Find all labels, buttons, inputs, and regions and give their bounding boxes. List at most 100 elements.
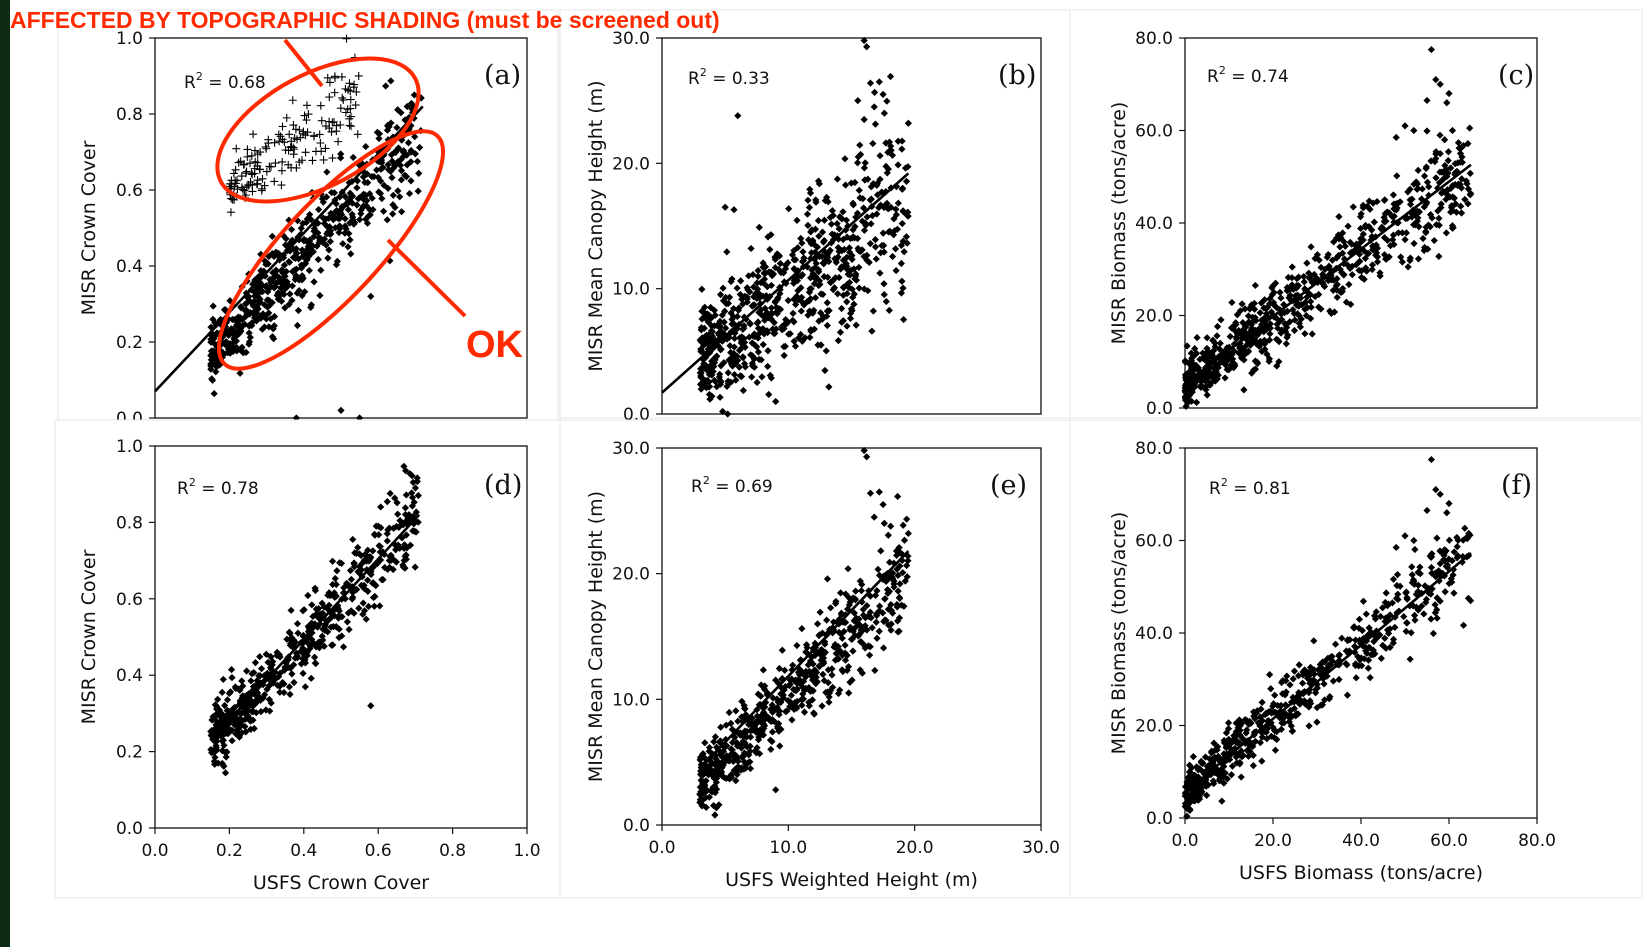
data-point [894,137,902,145]
data-point [257,665,266,673]
data-point [335,228,343,237]
data-point [260,323,269,331]
data-point [339,643,348,651]
data-point [863,256,871,264]
data-point [772,786,780,794]
data-point [1318,278,1327,287]
data-point [400,544,408,553]
data-point [799,683,807,691]
data-point [294,629,302,637]
data-point [279,269,287,277]
data-point [1277,725,1285,733]
data-point [254,274,262,282]
data-point [407,158,415,166]
data-point [1216,345,1224,353]
data-point-plus [284,146,293,155]
data-point [258,325,266,333]
data-point-plus [346,95,355,104]
data-point [812,680,820,688]
data-point [760,685,768,693]
x-axis-title: USFS Weighted Height (m) [725,869,978,891]
data-point [721,203,729,211]
data-point [1276,317,1284,325]
data-point [1348,271,1356,279]
data-point [1409,602,1417,610]
data-point [828,207,837,215]
data-point [746,288,754,296]
data-point-plus [264,135,273,144]
data-point [1204,358,1212,366]
data-point [1389,575,1398,583]
data-point [785,205,793,213]
data-point [903,573,911,581]
data-point [710,801,718,810]
data-point [1187,397,1196,405]
data-point [1207,749,1216,757]
data-point-plus [341,108,350,117]
data-point [341,589,349,597]
data-point [260,301,269,309]
data-point [758,311,766,319]
data-point [311,620,319,628]
data-point [398,136,406,144]
data-point [752,728,760,736]
data-point [841,649,849,657]
data-point [1266,670,1274,679]
data-point [1307,243,1315,251]
panel-letter: (a) [484,60,521,91]
data-point [759,340,767,349]
data-point [870,513,878,521]
data-point [755,223,763,231]
data-point [826,604,835,612]
data-point [289,253,298,262]
data-point [249,280,257,288]
data-point [409,512,417,521]
data-point [401,504,410,512]
y-tick-label: 0.0 [1146,809,1173,829]
data-point [241,307,250,315]
data-point [1244,347,1253,355]
data-point [880,519,888,527]
data-point [849,647,857,655]
data-point [1429,629,1437,638]
data-point [848,255,856,264]
data-point [879,644,888,652]
data-point [1301,298,1309,306]
data-point [273,651,281,660]
data-point [1454,159,1462,167]
data-point [802,648,810,656]
data-point [1192,781,1200,789]
data-point [851,222,859,231]
data-point [1418,185,1426,193]
data-point [790,264,798,273]
data-point [1241,328,1250,337]
data-point [1393,581,1401,590]
data-point [799,690,807,698]
data-point [314,219,322,227]
data-point [357,210,365,218]
data-point [393,522,401,531]
data-point [1311,292,1319,301]
data-point [347,250,355,258]
data-point [1290,667,1299,675]
data-point [869,139,877,148]
data-point [1293,310,1302,318]
data-point [1315,256,1323,264]
data-point [1193,377,1201,385]
data-point [806,189,815,197]
data-point [896,594,904,602]
data-point [241,692,249,701]
data-point-plus [325,124,334,133]
data-point [1439,187,1447,196]
data-point [701,332,709,341]
data-point [1413,217,1421,225]
data-point [1445,579,1453,588]
data-point [733,325,741,333]
data-point [1305,703,1313,711]
data-point [410,498,418,506]
data-point [1357,273,1366,281]
data-point [856,630,864,638]
data-point [876,269,884,277]
data-point [887,522,895,530]
data-point [1396,582,1404,590]
